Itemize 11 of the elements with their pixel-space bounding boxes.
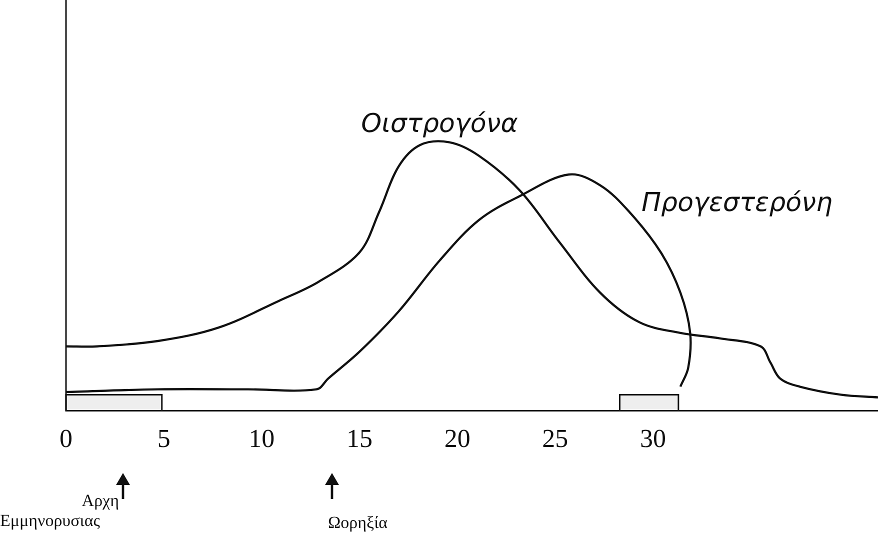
x-tick-label: 0 xyxy=(60,424,72,454)
text: Αρχη Εμμηνορυσιας xyxy=(0,490,119,531)
x-tick-label: 30 xyxy=(640,424,666,454)
x-tick-label: 5 xyxy=(157,424,170,454)
x-tick-label: 20 xyxy=(444,424,470,454)
x-tick-label: 15 xyxy=(346,424,372,454)
text: Ωορηξία xyxy=(328,512,388,533)
x-tick-label: 25 xyxy=(542,424,568,454)
series-label: Οιστρογόνα xyxy=(361,109,518,140)
series-label: Προγεστερόνη xyxy=(642,188,833,218)
x-tick-label: 10 xyxy=(248,424,275,454)
